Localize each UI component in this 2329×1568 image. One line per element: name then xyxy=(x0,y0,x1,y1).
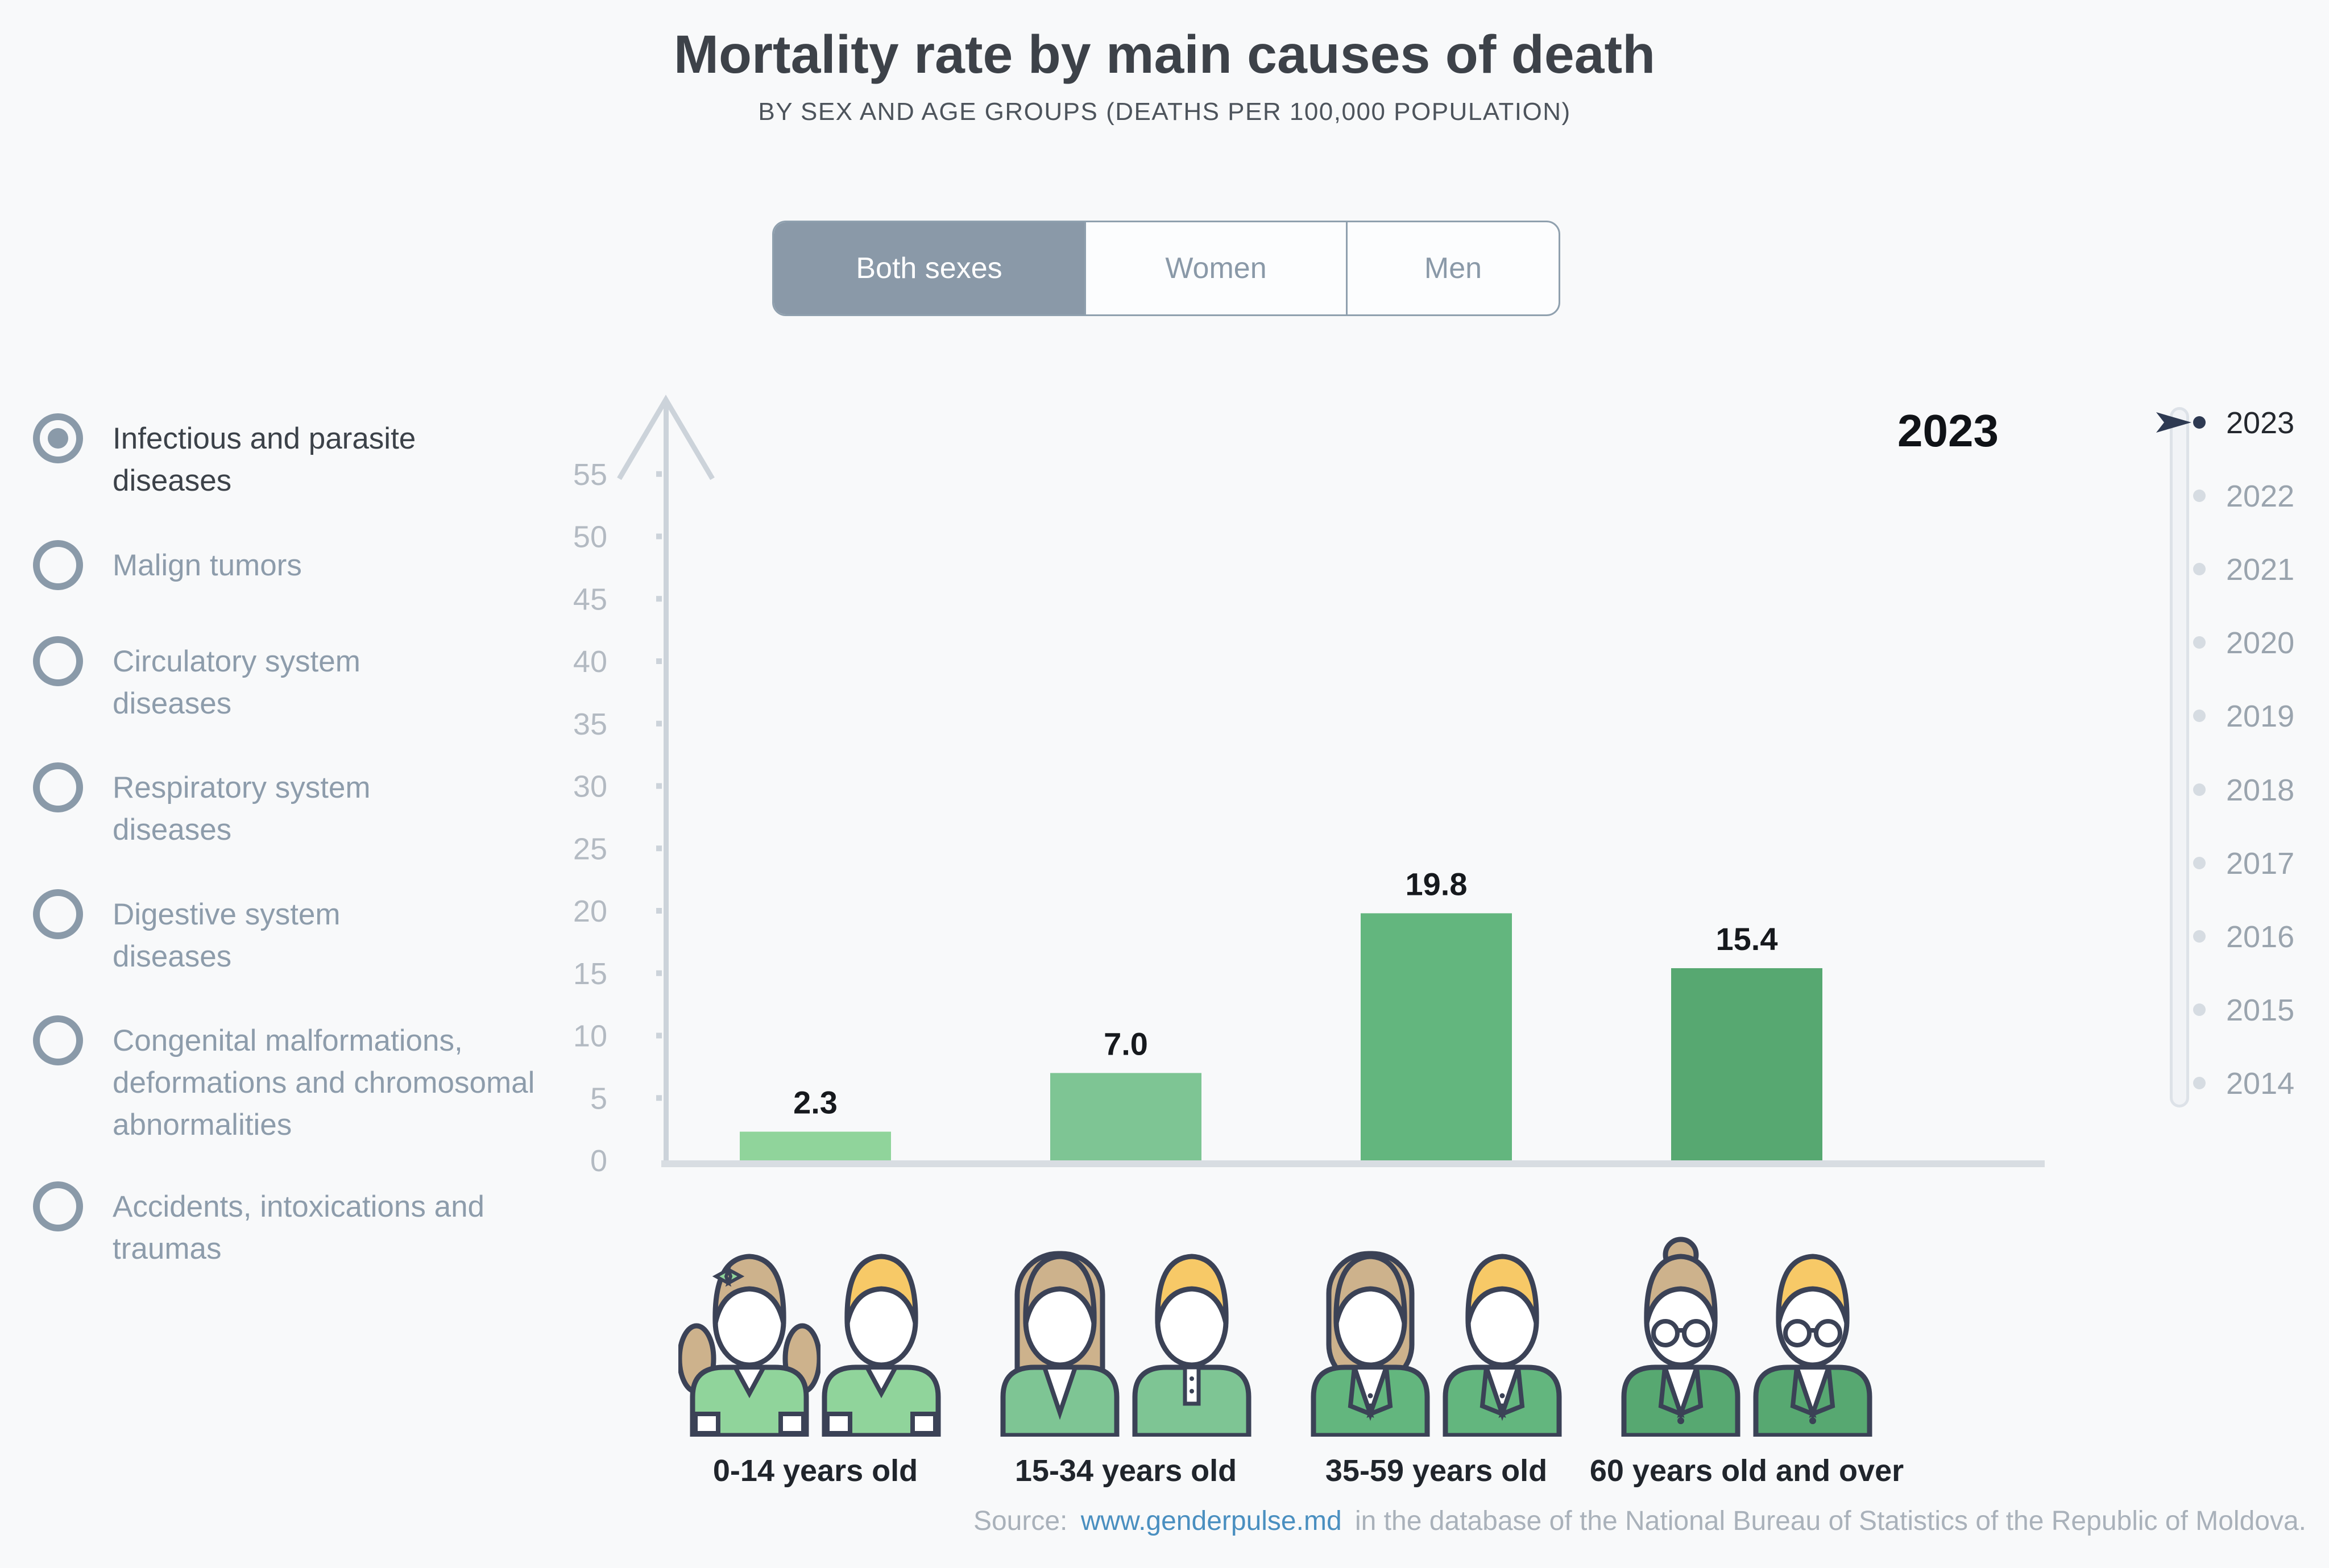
y-tick-label: 50 xyxy=(573,520,607,554)
person-male-icon xyxy=(1132,1254,1251,1437)
y-tick-label: 20 xyxy=(573,894,607,928)
year-option-2023[interactable]: 2023 xyxy=(2226,406,2295,440)
cause-option-label: Accidents, intoxications and traumas xyxy=(113,1190,485,1266)
y-tick-label: 45 xyxy=(573,582,607,616)
y-tick-mark xyxy=(656,658,662,664)
bar-value-label: 2.3 xyxy=(793,1085,838,1121)
cause-option-label: Circulatory system diseases xyxy=(113,645,360,720)
tab-both-sexes[interactable]: Both sexes xyxy=(774,222,1084,314)
cause-option-label: Digestive system diseases xyxy=(113,898,341,973)
bar-3 xyxy=(1361,913,1512,1160)
y-tick-label: 55 xyxy=(573,458,607,492)
year-option-2020[interactable]: 2020 xyxy=(2226,626,2295,661)
y-tick-mark xyxy=(656,471,662,477)
y-tick-label: 10 xyxy=(573,1019,607,1053)
age-group-label: 35-59 years old xyxy=(1325,1454,1548,1488)
bar-4 xyxy=(1671,968,1822,1160)
y-tick-mark xyxy=(656,783,662,789)
y-tick-mark xyxy=(656,1032,662,1039)
bar-1 xyxy=(740,1131,891,1160)
year-dot-2023[interactable] xyxy=(2193,416,2206,429)
year-dot-2020[interactable] xyxy=(2193,636,2206,649)
bar-value-label: 15.4 xyxy=(1716,921,1778,957)
age-group-icon-1 xyxy=(673,1225,958,1437)
y-tick-mark xyxy=(656,1095,662,1101)
x-axis-line xyxy=(661,1160,2045,1167)
bar-2 xyxy=(1050,1073,1201,1160)
person-male-icon xyxy=(1443,1254,1562,1437)
person-female-icon xyxy=(678,1254,820,1437)
year-dot-2022[interactable] xyxy=(2193,490,2206,503)
year-option-2016[interactable]: 2016 xyxy=(2226,919,2295,954)
cause-option-label: Respiratory system diseases xyxy=(113,771,371,847)
age-group-label: 60 years old and over xyxy=(1589,1454,1904,1488)
tab-women[interactable]: Women xyxy=(1084,222,1346,314)
y-tick-label: 40 xyxy=(573,645,607,679)
y-tick-label: 5 xyxy=(590,1081,607,1115)
y-tick-mark xyxy=(656,720,662,727)
age-group-label: 0-14 years old xyxy=(712,1454,918,1488)
person-female-icon xyxy=(1621,1237,1740,1437)
y-tick-mark xyxy=(656,908,662,914)
cause-option-label: Infectious and parasite diseases xyxy=(113,422,416,497)
age-group-icon-4 xyxy=(1605,1225,1889,1437)
cause-option-label: Malign tumors xyxy=(113,549,302,582)
year-dot-2016[interactable] xyxy=(2193,930,2206,943)
year-dot-2021[interactable] xyxy=(2193,563,2206,576)
selected-year-label: 2023 xyxy=(1897,405,1999,456)
age-group-icon-3 xyxy=(1294,1225,1578,1437)
y-tick-mark xyxy=(656,970,662,976)
page-subtitle: BY SEX AND AGE GROUPS (DEATHS PER 100,00… xyxy=(758,98,1571,126)
year-slider-track[interactable] xyxy=(2170,407,2189,1107)
year-option-2022[interactable]: 2022 xyxy=(2226,479,2295,514)
year-dot-2017[interactable] xyxy=(2193,856,2206,869)
age-group-label: 15-34 years old xyxy=(1014,1454,1237,1488)
y-tick-mark xyxy=(656,533,662,540)
tab-men[interactable]: Men xyxy=(1346,222,1559,314)
year-dot-2019[interactable] xyxy=(2193,710,2206,723)
y-axis-arrow-icon xyxy=(617,395,715,480)
person-male-icon xyxy=(822,1254,941,1437)
person-female-icon xyxy=(1311,1251,1430,1437)
y-tick-mark xyxy=(656,596,662,602)
y-tick-label: 25 xyxy=(573,832,607,866)
bar-value-label: 7.0 xyxy=(1104,1026,1148,1061)
y-tick-label: 15 xyxy=(573,957,607,991)
y-axis-line xyxy=(664,400,669,1167)
year-option-2021[interactable]: 2021 xyxy=(2226,553,2295,587)
y-tick-label: 30 xyxy=(573,770,607,804)
sex-tabs: Both sexes Women Men xyxy=(772,221,1560,316)
year-option-2017[interactable]: 2017 xyxy=(2226,846,2295,881)
year-option-2018[interactable]: 2018 xyxy=(2226,773,2295,807)
year-option-2015[interactable]: 2015 xyxy=(2226,993,2295,1027)
person-male-icon xyxy=(1753,1254,1872,1437)
y-tick-label: 0 xyxy=(590,1144,607,1178)
source-link[interactable]: www.genderpulse.md xyxy=(1080,1506,1342,1536)
age-group-icon-2 xyxy=(984,1225,1268,1437)
y-tick-mark xyxy=(656,845,662,852)
y-tick-label: 35 xyxy=(573,707,607,741)
year-dot-2015[interactable] xyxy=(2193,1003,2206,1016)
year-option-2019[interactable]: 2019 xyxy=(2226,699,2295,734)
year-option-2014[interactable]: 2014 xyxy=(2226,1066,2295,1101)
person-female-icon xyxy=(1000,1251,1120,1437)
year-dot-2014[interactable] xyxy=(2193,1076,2206,1089)
source-line: Source: www.genderpulse.md in the databa… xyxy=(973,1505,2306,1537)
source-suffix: in the database of the National Bureau o… xyxy=(1354,1506,2306,1536)
page-title: Mortality rate by main causes of death xyxy=(673,24,1656,85)
cause-option-label: Congenital malformations, deformations a… xyxy=(113,1024,535,1142)
year-slider-handle-icon[interactable] xyxy=(2156,409,2193,436)
bar-value-label: 19.8 xyxy=(1406,866,1468,902)
year-dot-2018[interactable] xyxy=(2193,783,2206,796)
source-prefix: Source: xyxy=(973,1506,1068,1536)
